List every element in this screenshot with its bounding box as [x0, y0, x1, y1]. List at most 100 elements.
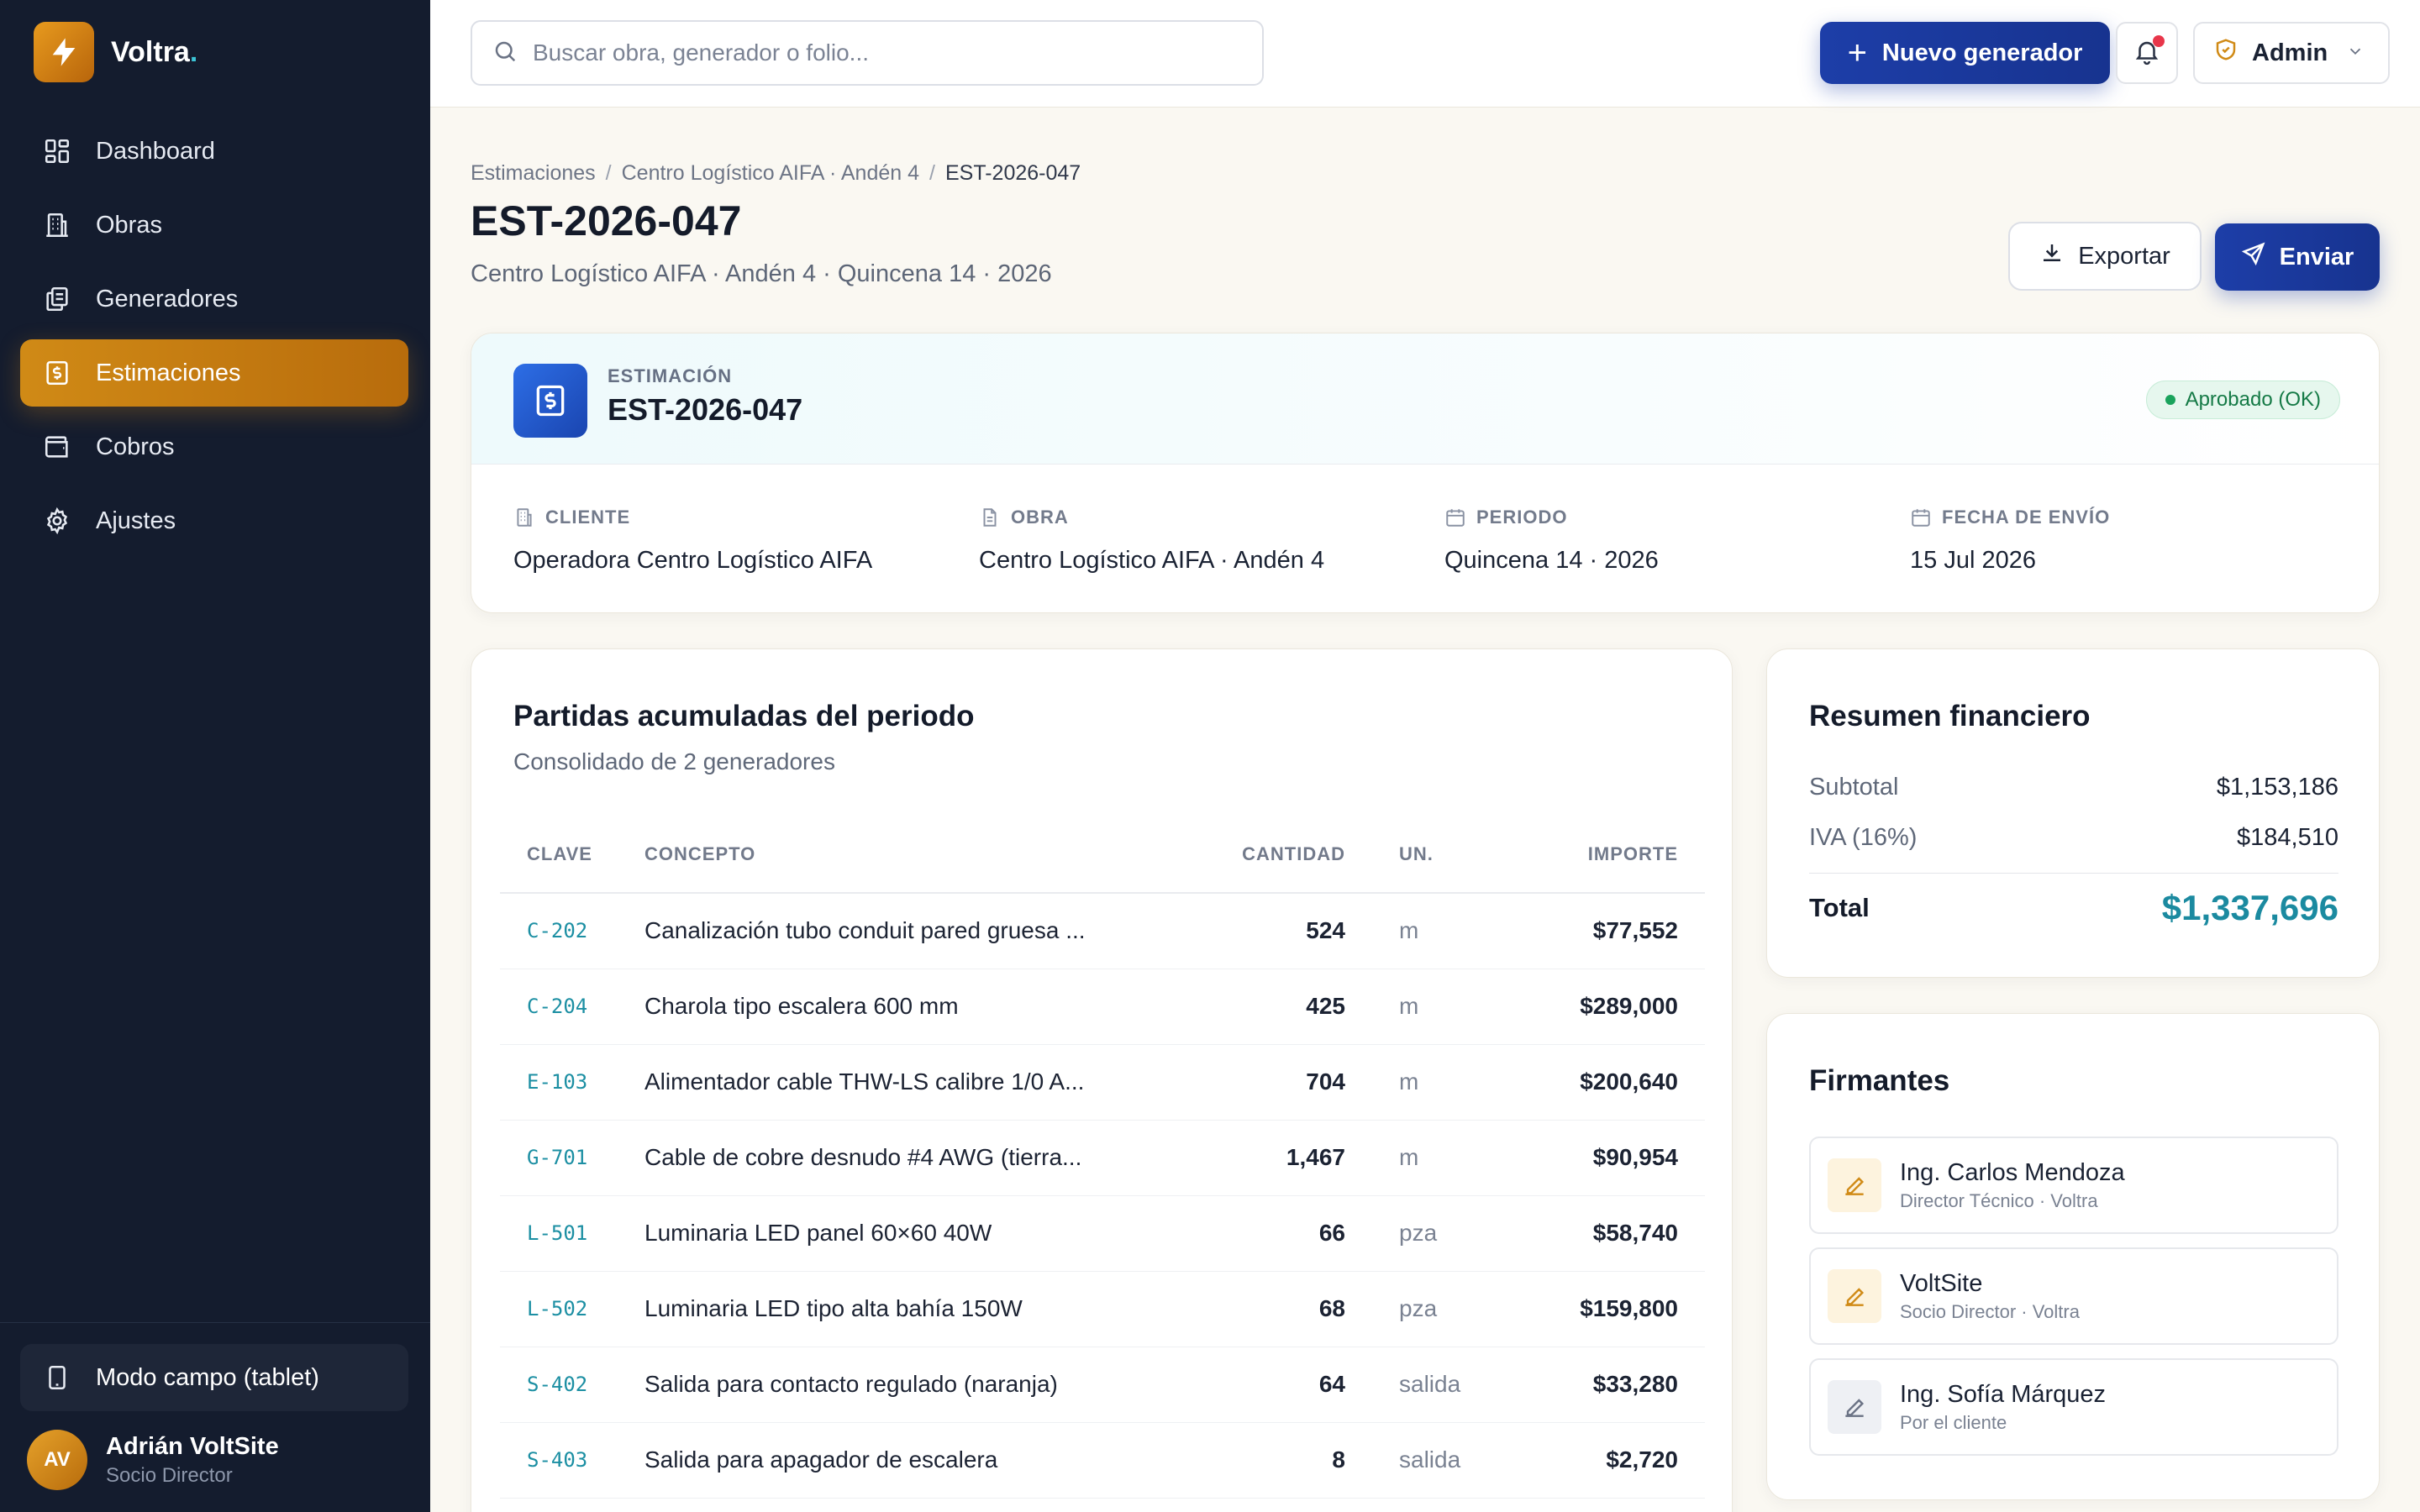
new-generator-button[interactable]: + Nuevo generador: [1820, 22, 2110, 84]
row-unit: m: [1345, 969, 1471, 1045]
sidebar-item-cobros[interactable]: Cobros: [20, 413, 408, 480]
meta-value-cliente: Operadora Centro Logístico AIFA: [513, 547, 873, 574]
row-amount: $33,280: [1471, 1347, 1705, 1423]
table-header-row: CLAVE CONCEPTO CANTIDAD UN. IMPORTE: [500, 816, 1705, 894]
send-button[interactable]: Enviar: [2215, 223, 2380, 291]
table-row[interactable]: L-501 Luminaria LED panel 60×60 40W 66 p…: [500, 1195, 1705, 1272]
iva-label: IVA (16%): [1809, 824, 1918, 851]
notifications-button[interactable]: [2116, 22, 2178, 84]
meta-label-fecha: FECHA DE ENVÍO: [1942, 507, 2111, 528]
signers-card: Firmantes Ing. Carlos Mendoza Director T…: [1766, 1013, 2380, 1500]
parts-card: Partidas acumuladas del periodo Consolid…: [471, 648, 1733, 1512]
breadcrumb-separator: /: [929, 161, 935, 185]
top-bar: + Nuevo generador Admin: [430, 0, 2420, 108]
row-qty: 8: [1182, 1422, 1345, 1499]
sidebar-item-obras[interactable]: Obras: [20, 192, 408, 259]
meta-value-fecha: 15 Jul 2026: [1910, 547, 2036, 574]
signer-item[interactable]: Ing. Sofía Márquez Por el cliente: [1809, 1358, 2338, 1456]
sidebar-item-ajustes[interactable]: Ajustes: [20, 487, 408, 554]
row-key: C-202: [500, 893, 644, 969]
sidebar-item-label: Generadores: [96, 285, 239, 312]
sidebar-item-estimaciones[interactable]: Estimaciones: [20, 339, 408, 407]
meta-label-periodo: PERIODO: [1476, 507, 1568, 528]
search-input[interactable]: [533, 39, 1222, 66]
status-text: Aprobado (OK): [2185, 388, 2321, 411]
document-icon: [983, 508, 997, 527]
calendar-icon: [1446, 509, 1465, 527]
gear-icon: [40, 504, 74, 538]
notification-dot: [2153, 35, 2165, 47]
shield-icon: [2213, 37, 2238, 69]
chevron-down-icon: [2346, 39, 2365, 67]
search-box[interactable]: [471, 20, 1264, 86]
row-qty: 64: [1182, 1347, 1345, 1423]
signer-item[interactable]: Ing. Carlos Mendoza Director Técnico · V…: [1809, 1137, 2338, 1234]
column-header-concept[interactable]: CONCEPTO: [644, 816, 1182, 894]
total-label: Total: [1809, 893, 1870, 922]
row-qty: 1,467: [1182, 1120, 1345, 1196]
page-subtitle: Centro Logístico AIFA · Andén 4 · Quince…: [471, 260, 1052, 287]
export-button[interactable]: Exportar: [2008, 222, 2202, 291]
iva-value: $184,510: [2237, 824, 2338, 851]
column-header-qty[interactable]: CANTIDAD: [1182, 816, 1345, 894]
signer-item[interactable]: VoltSite Socio Director · Voltra: [1809, 1247, 2338, 1345]
table-row[interactable]: S-403 Salida para apagador de escalera 8…: [500, 1422, 1705, 1499]
breadcrumb-current: EST-2026-047: [944, 161, 1081, 185]
estimate-label: ESTIMACIÓN: [608, 365, 733, 386]
row-amount: $90,954: [1471, 1120, 1705, 1196]
sidebar-item-label: Cobros: [96, 433, 175, 460]
app-name: Voltra.: [111, 35, 198, 68]
table-row[interactable]: L-502 Luminaria LED tipo alta bahía 150W…: [500, 1271, 1705, 1347]
dollar-file-icon: [40, 356, 74, 390]
table-row[interactable]: S-402 Salida para contacto regulado (nar…: [500, 1347, 1705, 1423]
sidebar-item-label: Ajustes: [96, 507, 176, 534]
tablet-icon: [40, 1361, 74, 1394]
bell-icon: [2133, 37, 2161, 70]
row-concept: Luminaria LED panel 60×60 40W: [644, 1195, 1182, 1272]
table-row[interactable]: E-103 Alimentador cable THW-LS calibre 1…: [500, 1044, 1705, 1121]
status-badge: Aprobado (OK): [2145, 381, 2340, 419]
financial-divider: [1809, 873, 2338, 874]
sidebar-item-generadores[interactable]: Generadores: [20, 265, 408, 333]
row-concept: Canalización tubo conduit pared gruesa .…: [644, 893, 1182, 969]
building-icon: [517, 508, 532, 527]
signer-name: Ing. Sofía Márquez: [1900, 1380, 2107, 1408]
column-header-amount[interactable]: IMPORTE: [1471, 816, 1705, 894]
row-key: G-701: [500, 1120, 644, 1196]
table-row[interactable]: C-202 Canalización tubo conduit pared gr…: [500, 893, 1705, 969]
app-logo[interactable]: Voltra.: [34, 22, 197, 82]
meta-value-periodo: Quincena 14 · 2026: [1444, 547, 1659, 574]
row-key: E-103: [500, 1044, 644, 1121]
tablet-mode-button[interactable]: Modo campo (tablet): [20, 1344, 408, 1411]
row-qty: 68: [1182, 1271, 1345, 1347]
column-header-key[interactable]: CLAVE: [500, 816, 644, 894]
signers-title: Firmantes: [1809, 1064, 1950, 1097]
subtotal-label: Subtotal: [1809, 774, 1899, 801]
meta-label-cliente: CLIENTE: [545, 507, 631, 528]
row-concept: Luminaria LED tipo alta bahía 150W: [644, 1271, 1182, 1347]
building-icon: [40, 208, 74, 242]
sidebar-item-label: Obras: [96, 211, 162, 239]
row-qty: 524: [1182, 893, 1345, 969]
breadcrumb-link[interactable]: Centro Logístico AIFA · Andén 4: [621, 161, 920, 185]
estimate-header: ESTIMACIÓN EST-2026-047 Aprobado (OK): [471, 333, 2379, 465]
admin-menu-button[interactable]: Admin: [2193, 22, 2390, 84]
table-row[interactable]: C-204 Charola tipo escalera 600 mm 425 m…: [500, 969, 1705, 1045]
admin-label: Admin: [2252, 39, 2328, 66]
grid-icon: [40, 134, 74, 168]
row-unit: pza: [1345, 1195, 1471, 1272]
download-icon: [2039, 240, 2065, 272]
meta-obra: OBRA Centro Logístico AIFA · Andén 4: [979, 507, 1416, 575]
breadcrumb-separator: /: [605, 161, 612, 185]
column-header-unit[interactable]: UN.: [1345, 816, 1471, 894]
table-row[interactable]: G-701 Cable de cobre desnudo #4 AWG (tie…: [500, 1120, 1705, 1196]
sidebar-item-dashboard[interactable]: Dashboard: [20, 118, 408, 185]
signer-role: Director Técnico · Voltra: [1900, 1189, 2098, 1211]
user-profile[interactable]: AV Adrián VoltSite Socio Director: [27, 1430, 279, 1490]
meta-fecha-envio: FECHA DE ENVÍO 15 Jul 2026: [1910, 507, 2347, 575]
breadcrumb-link[interactable]: Estimaciones: [471, 161, 596, 185]
row-key: S-403: [500, 1422, 644, 1499]
pen-icon: [1828, 1269, 1881, 1323]
signer-name: Ing. Carlos Mendoza: [1900, 1158, 2125, 1186]
total-value: $1,337,696: [2161, 888, 2338, 927]
